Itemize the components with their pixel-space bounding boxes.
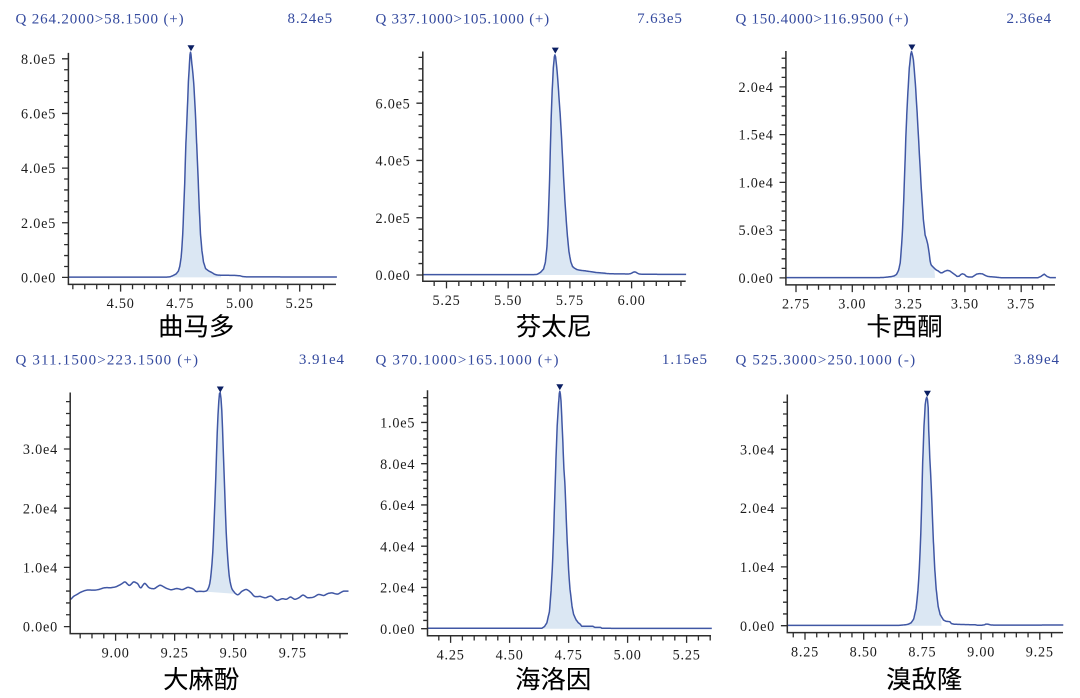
svg-text:4.75: 4.75 bbox=[166, 296, 194, 312]
svg-text:3.25: 3.25 bbox=[895, 297, 923, 313]
svg-text:8.0e5: 8.0e5 bbox=[21, 52, 56, 68]
svg-text:0.0e0: 0.0e0 bbox=[739, 271, 774, 287]
svg-text:1.0e4: 1.0e4 bbox=[740, 560, 775, 576]
svg-text:7.63e5: 7.63e5 bbox=[637, 11, 683, 27]
svg-text:Q 370.1000>165.1000 (+): Q 370.1000>165.1000 (+) bbox=[376, 352, 560, 368]
svg-text:0.0e0: 0.0e0 bbox=[380, 622, 415, 638]
svg-text:5.50: 5.50 bbox=[494, 293, 522, 309]
svg-text:3.91e4: 3.91e4 bbox=[299, 352, 345, 368]
svg-text:9.75: 9.75 bbox=[279, 645, 307, 661]
svg-text:3.0e4: 3.0e4 bbox=[740, 442, 775, 458]
svg-text:9.50: 9.50 bbox=[220, 645, 248, 661]
svg-text:0.0e0: 0.0e0 bbox=[375, 268, 410, 284]
svg-text:8.25: 8.25 bbox=[791, 644, 819, 660]
svg-text:5.25: 5.25 bbox=[432, 293, 460, 309]
svg-text:6.0e5: 6.0e5 bbox=[21, 107, 56, 123]
svg-text:0.0e0: 0.0e0 bbox=[21, 271, 56, 287]
svg-text:2.0e4: 2.0e4 bbox=[740, 501, 775, 517]
svg-text:3.00: 3.00 bbox=[838, 297, 866, 313]
svg-text:2.75: 2.75 bbox=[782, 297, 810, 313]
svg-text:6.00: 6.00 bbox=[618, 293, 646, 309]
svg-text:8.0e4: 8.0e4 bbox=[380, 457, 415, 473]
svg-text:6.0e4: 6.0e4 bbox=[380, 498, 415, 514]
svg-text:9.25: 9.25 bbox=[161, 645, 189, 661]
svg-text:3.89e4: 3.89e4 bbox=[1014, 352, 1060, 368]
svg-text:9.25: 9.25 bbox=[1026, 644, 1054, 660]
svg-text:5.25: 5.25 bbox=[673, 647, 701, 663]
svg-text:5.0e3: 5.0e3 bbox=[739, 223, 774, 239]
svg-text:4.75: 4.75 bbox=[555, 647, 583, 663]
svg-text:1.0e4: 1.0e4 bbox=[23, 561, 58, 577]
svg-text:2.36e4: 2.36e4 bbox=[1006, 11, 1052, 27]
svg-text:2.0e5: 2.0e5 bbox=[21, 216, 56, 232]
svg-text:0.0e0: 0.0e0 bbox=[740, 619, 775, 635]
svg-text:9.00: 9.00 bbox=[967, 644, 995, 660]
svg-text:8.24e5: 8.24e5 bbox=[287, 11, 333, 27]
svg-text:3.50: 3.50 bbox=[951, 297, 979, 313]
svg-text:5.75: 5.75 bbox=[556, 293, 584, 309]
svg-text:1.0e4: 1.0e4 bbox=[739, 176, 774, 192]
svg-text:9.00: 9.00 bbox=[102, 645, 130, 661]
svg-text:2.0e4: 2.0e4 bbox=[23, 501, 58, 517]
svg-text:3.75: 3.75 bbox=[1007, 297, 1035, 313]
svg-text:4.0e4: 4.0e4 bbox=[380, 539, 415, 555]
svg-text:1.5e4: 1.5e4 bbox=[739, 128, 774, 144]
svg-text:4.50: 4.50 bbox=[496, 647, 524, 663]
svg-text:2.0e5: 2.0e5 bbox=[375, 211, 410, 227]
svg-text:5.25: 5.25 bbox=[286, 296, 314, 312]
svg-text:8.50: 8.50 bbox=[850, 644, 878, 660]
svg-text:1.15e5: 1.15e5 bbox=[662, 352, 708, 368]
svg-text:2.0e4: 2.0e4 bbox=[380, 581, 415, 597]
svg-text:3.0e4: 3.0e4 bbox=[23, 442, 58, 458]
svg-text:8.75: 8.75 bbox=[908, 644, 936, 660]
svg-text:Q 150.4000>116.9500 (+): Q 150.4000>116.9500 (+) bbox=[736, 11, 910, 27]
svg-text:Q 311.1500>223.1500 (+): Q 311.1500>223.1500 (+) bbox=[16, 352, 200, 368]
svg-text:4.0e5: 4.0e5 bbox=[375, 154, 410, 170]
svg-text:1.0e5: 1.0e5 bbox=[380, 416, 415, 432]
svg-text:4.0e5: 4.0e5 bbox=[21, 161, 56, 177]
svg-text:5.00: 5.00 bbox=[226, 296, 254, 312]
svg-text:Q 337.1000>105.1000 (+): Q 337.1000>105.1000 (+) bbox=[376, 11, 550, 27]
svg-text:4.50: 4.50 bbox=[107, 296, 135, 312]
svg-text:6.0e5: 6.0e5 bbox=[375, 96, 410, 112]
svg-text:2.0e4: 2.0e4 bbox=[739, 80, 774, 96]
svg-text:Q 525.3000>250.1000 (-): Q 525.3000>250.1000 (-) bbox=[736, 352, 917, 368]
svg-text:0.0e0: 0.0e0 bbox=[23, 620, 58, 636]
svg-text:5.00: 5.00 bbox=[614, 647, 642, 663]
svg-text:4.25: 4.25 bbox=[437, 647, 465, 663]
svg-text:Q 264.2000>58.1500 (+): Q 264.2000>58.1500 (+) bbox=[16, 11, 185, 27]
